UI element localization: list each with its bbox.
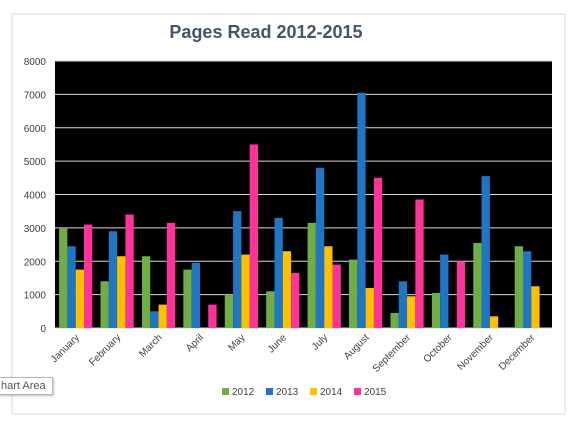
- bar-2013-july[interactable]: [315, 167, 325, 328]
- bar-2013-december[interactable]: [522, 251, 532, 328]
- y-tick-label: 7000: [24, 90, 47, 101]
- bar-2014-december[interactable]: [531, 286, 540, 328]
- bar-2013-october[interactable]: [440, 254, 449, 328]
- bar-2012-march[interactable]: [141, 256, 151, 328]
- bar-2015-april[interactable]: [208, 304, 217, 328]
- bar-2015-january[interactable]: [84, 224, 93, 328]
- bar-2014-february[interactable]: [117, 256, 126, 328]
- bar-2013-april[interactable]: [191, 262, 200, 328]
- bar-2013-february[interactable]: [108, 231, 118, 328]
- legend-label-2015: 2015: [364, 387, 387, 398]
- legend-label-2013: 2013: [276, 387, 299, 398]
- bar-2015-july[interactable]: [332, 264, 341, 328]
- y-tick-label: 3000: [24, 224, 47, 235]
- bar-2012-november[interactable]: [473, 242, 482, 328]
- y-tick-label: 0: [40, 324, 46, 335]
- bar-2013-september[interactable]: [398, 281, 408, 328]
- bar-2013-august[interactable]: [357, 92, 366, 328]
- bar-2015-february[interactable]: [125, 214, 134, 328]
- bar-2014-may[interactable]: [241, 254, 250, 328]
- legend-swatch-2012: [222, 388, 229, 395]
- bar-2015-september[interactable]: [415, 199, 424, 328]
- bar-2014-june[interactable]: [282, 251, 292, 328]
- bar-2014-august[interactable]: [365, 287, 374, 328]
- y-tick-label: 6000: [24, 124, 47, 135]
- y-tick-label: 8000: [24, 57, 47, 68]
- y-axis-tick-labels: 0 1000 2000 3000 4000 5000 6000 7000 8000: [24, 57, 47, 335]
- chart-area-tooltip: hart Area: [0, 377, 53, 395]
- bar-2015-may[interactable]: [249, 144, 258, 328]
- y-tick-label: 4000: [24, 191, 47, 202]
- bar-2014-november[interactable]: [489, 316, 499, 328]
- bar-2012-august[interactable]: [349, 259, 358, 328]
- legend-swatch-2013: [266, 388, 273, 395]
- legend-swatch-2014: [310, 388, 317, 395]
- bar-2015-june[interactable]: [291, 272, 300, 328]
- bar-2014-january[interactable]: [75, 269, 85, 328]
- bar-2014-september[interactable]: [407, 296, 416, 328]
- bar-2013-may[interactable]: [233, 211, 242, 328]
- bar-2015-august[interactable]: [373, 177, 383, 328]
- bar-2012-june[interactable]: [266, 291, 275, 328]
- legend: 2012 2013 2014 2015: [222, 387, 387, 398]
- bar-2013-november[interactable]: [481, 176, 490, 328]
- bar-2013-march[interactable]: [150, 311, 159, 328]
- bar-2012-september[interactable]: [390, 312, 399, 328]
- bar-2012-may[interactable]: [224, 294, 234, 328]
- bars: [59, 92, 540, 328]
- bar-2014-july[interactable]: [324, 246, 333, 328]
- bar-2012-april[interactable]: [183, 269, 192, 328]
- bar-2013-january[interactable]: [67, 246, 76, 328]
- bar-2012-july[interactable]: [307, 222, 316, 328]
- bar-2012-october[interactable]: [431, 292, 441, 328]
- bar-2012-february[interactable]: [100, 281, 109, 328]
- bar-2015-october[interactable]: [456, 261, 466, 328]
- bar-2012-december[interactable]: [514, 246, 523, 328]
- y-tick-label: 1000: [24, 291, 47, 302]
- bar-2015-march[interactable]: [166, 222, 176, 328]
- bar-2012-january[interactable]: [59, 227, 68, 328]
- tooltip-label: hart Area: [1, 380, 46, 392]
- bar-2014-march[interactable]: [158, 304, 167, 328]
- gridlines: [55, 60, 552, 329]
- legend-label-2014: 2014: [320, 387, 343, 398]
- legend-label-2012: 2012: [232, 387, 255, 398]
- y-tick-label: 2000: [24, 257, 47, 268]
- y-tick-label: 5000: [24, 157, 47, 168]
- chart-title: Pages Read 2012-2015: [169, 22, 362, 42]
- legend-swatch-2015: [354, 388, 361, 395]
- bar-2013-june[interactable]: [274, 217, 283, 328]
